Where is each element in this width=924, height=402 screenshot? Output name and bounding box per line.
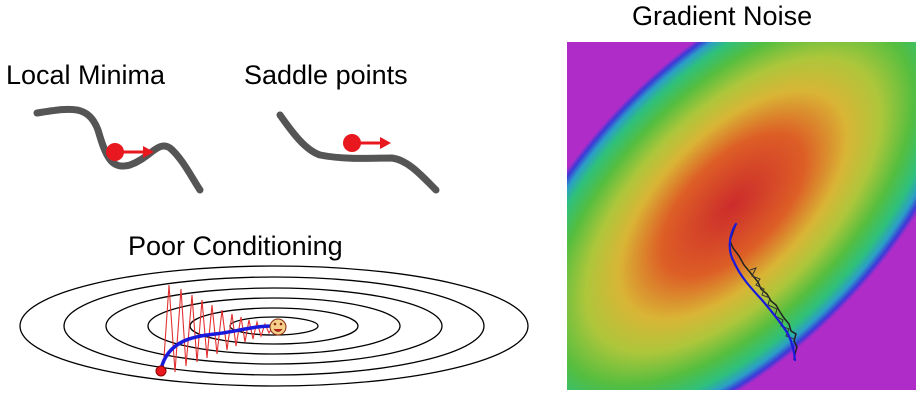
gd-path [728,222,797,362]
local-minima-title: Local Minima [6,60,166,90]
local-minima-arrowhead [143,146,154,158]
contour-ring [19,265,529,387]
local-minima-ball [106,143,124,161]
gradient-noise-diagram [567,42,916,390]
start-point [155,365,167,377]
saddle-arrowhead [380,137,391,149]
saddle-ball [343,134,361,152]
smiley-eye [279,322,283,326]
smiley-mouth [273,328,283,332]
saddle-points-title: Saddle points [244,60,408,90]
contour-ring [189,307,359,345]
contour-ring [147,297,401,355]
gradient-noise-title: Gradient Noise [632,1,813,31]
saddle-points-diagram [276,111,440,194]
contour-ring [63,276,485,376]
contour-ring [105,287,443,365]
poor-conditioning-diagram [19,265,529,387]
sgd-path [159,324,274,371]
smiley-face-icon [269,318,287,336]
local-minima-diagram [33,105,204,194]
zigzag-path [162,284,278,373]
poor-conditioning-title: Poor Conditioning [128,231,343,261]
smiley-eye [273,322,277,326]
noise-heatmap [567,42,916,390]
local-minima-curve [33,105,204,194]
saddle-curve [276,111,440,194]
